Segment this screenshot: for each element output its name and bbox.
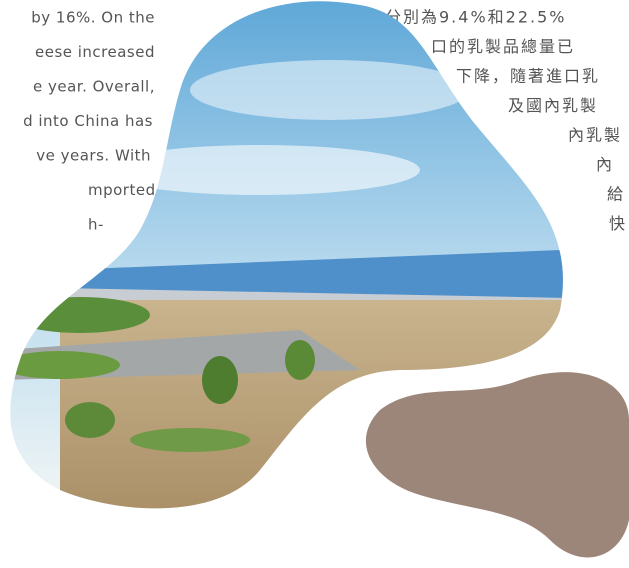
text-line: 快 — [609, 214, 627, 233]
text-line: ve years. With — [36, 147, 151, 165]
text-line: 及國內乳製 — [508, 96, 598, 115]
text-line: h- — [88, 216, 104, 234]
text-line: eese increased — [35, 43, 155, 61]
text-line: mported — [88, 181, 156, 199]
decor-blob — [365, 372, 629, 558]
text-line: 口的乳製品總量已 — [431, 37, 575, 56]
text-line: by 16%. On the — [31, 9, 155, 27]
text-line: 內 — [596, 155, 614, 174]
text-line: 給 — [607, 185, 625, 204]
text-line: e year. Overall, — [33, 78, 155, 96]
text-line: d into China has — [23, 112, 153, 130]
text-line: 分別為9.4%和22.5% — [385, 8, 566, 27]
text-line: 下降，隨著進口乳 — [456, 67, 600, 86]
text-line: 內乳製 — [568, 126, 622, 145]
